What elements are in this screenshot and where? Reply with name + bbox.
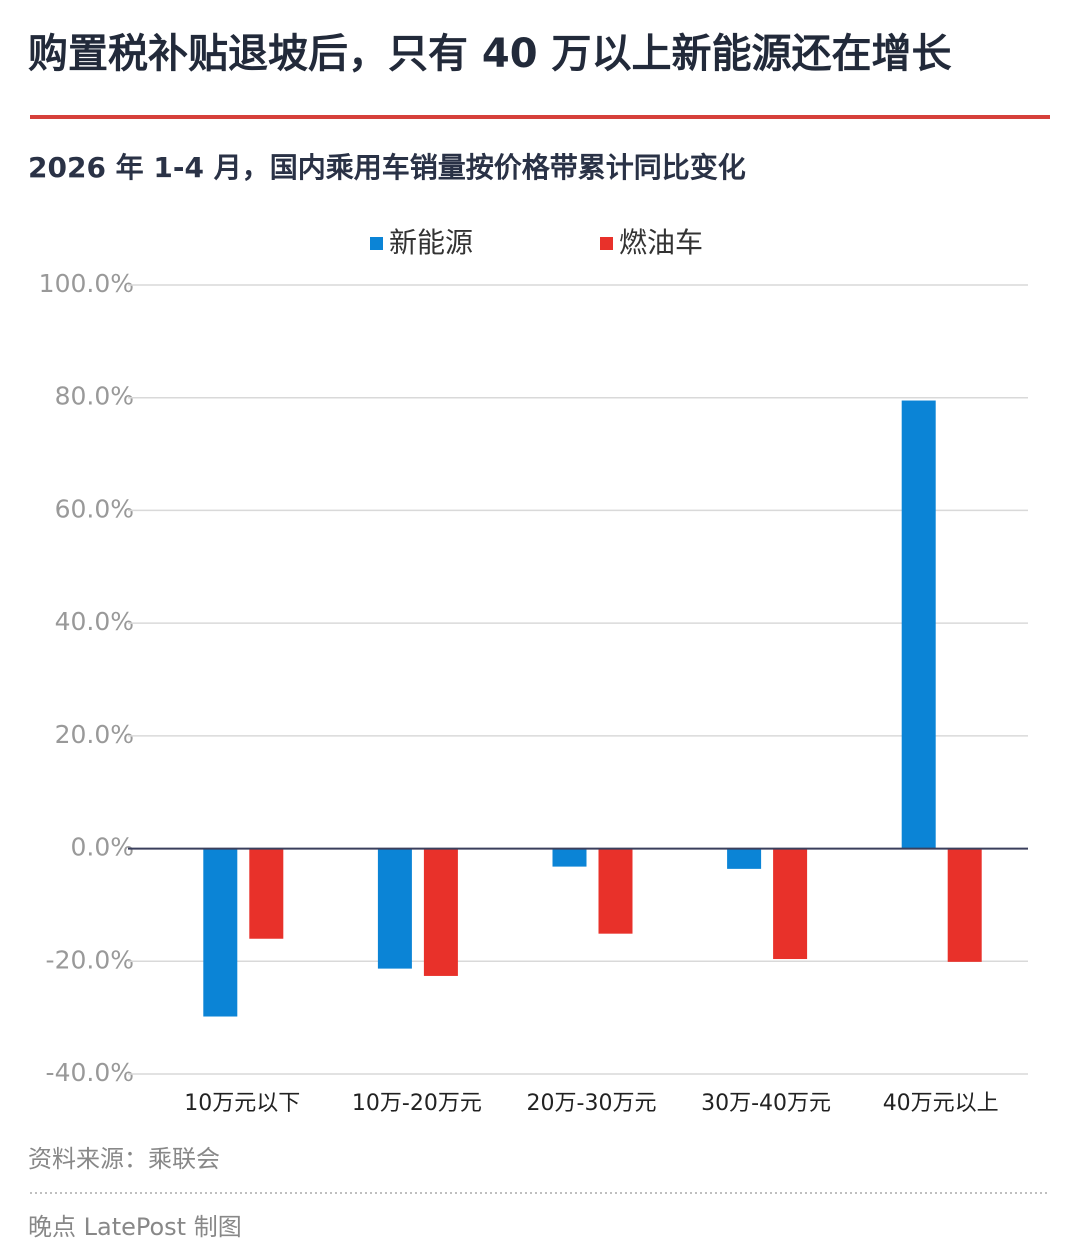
- legend-swatch: [370, 237, 383, 250]
- x-tick-label: 10万-20万元: [352, 1091, 482, 1116]
- bar: [249, 848, 284, 939]
- source: 资料来源：乘联会: [28, 1145, 220, 1173]
- bar: [773, 848, 808, 960]
- bar: [947, 848, 982, 962]
- legend-label: 新能源: [389, 226, 473, 259]
- legend-swatch: [600, 237, 613, 250]
- x-tick-label: 20万-30万元: [527, 1091, 657, 1116]
- x-tick-label: 10万元以下: [184, 1091, 300, 1116]
- chart-subtitle: 2026 年 1-4 月，国内乘用车销量按价格带累计同比变化: [28, 151, 746, 184]
- bar: [203, 848, 238, 1017]
- x-tick-label: 30万-40万元: [701, 1091, 831, 1116]
- y-tick-label: 60.0%: [55, 494, 134, 523]
- y-tick-label: -40.0%: [46, 1058, 134, 1087]
- y-tick-label: 0.0%: [70, 833, 134, 862]
- y-tick-label: 40.0%: [55, 607, 134, 636]
- bar: [377, 848, 412, 969]
- chart-title: 购置税补贴退坡后，只有 40 万以上新能源还在增长: [28, 31, 952, 77]
- bar: [423, 848, 458, 976]
- y-tick-label: 80.0%: [55, 382, 134, 411]
- legend-label: 燃油车: [619, 226, 703, 259]
- y-tick-label: -20.0%: [46, 945, 134, 974]
- y-tick-label: 20.0%: [55, 720, 134, 749]
- y-tick-label: 100.0%: [39, 269, 134, 298]
- bar: [727, 848, 762, 869]
- x-tick-label: 40万元以上: [883, 1091, 999, 1116]
- bar: [598, 848, 633, 934]
- bar: [901, 400, 936, 849]
- credit: 晚点 LatePost 制图: [28, 1213, 242, 1241]
- bar: [552, 848, 587, 867]
